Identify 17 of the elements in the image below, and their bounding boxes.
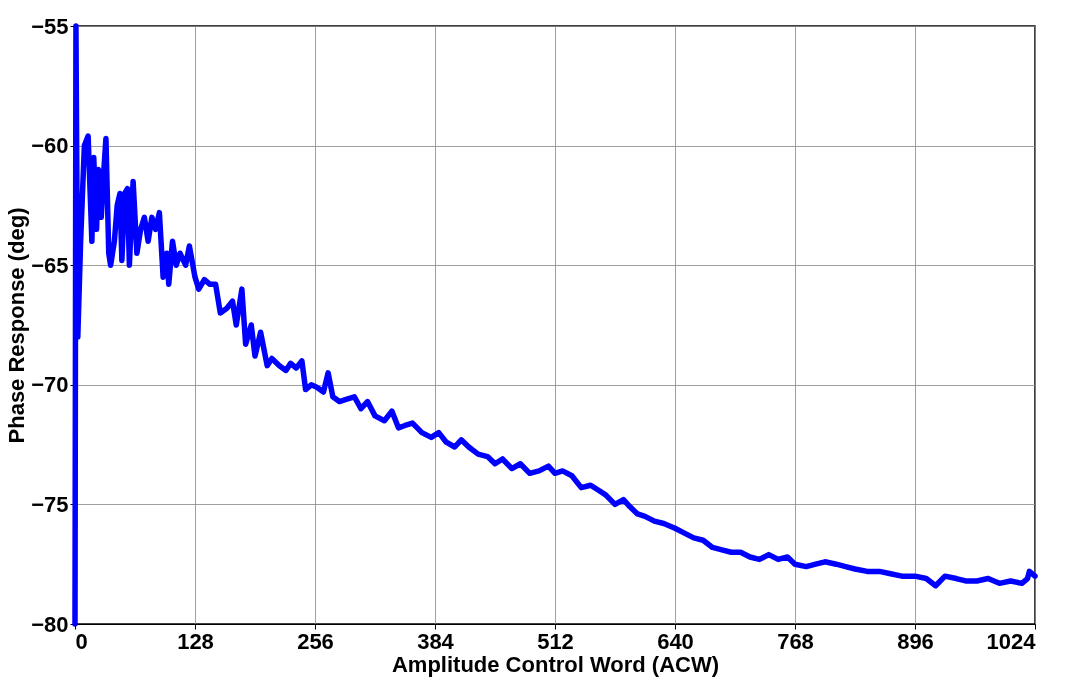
x-tick-label: 1024 <box>986 628 1037 654</box>
x-tick-label: 256 <box>297 628 334 654</box>
y-tick-label: −65 <box>31 252 69 278</box>
y-tick-label: −55 <box>31 13 69 39</box>
x-tick-label: 128 <box>177 628 214 654</box>
y-tick-label: −60 <box>31 133 69 159</box>
y-axis-title: Phase Response (deg) <box>4 207 30 444</box>
x-tick-label: 512 <box>537 628 574 654</box>
x-tick-label: 384 <box>417 628 455 654</box>
x-tick-label: 640 <box>657 628 694 654</box>
y-tick-label: −70 <box>31 372 69 398</box>
y-tick-label: −80 <box>31 611 69 637</box>
x-tick-label: 0 <box>75 628 88 654</box>
y-tick-label: −75 <box>31 491 69 517</box>
x-tick-label: 768 <box>777 628 814 654</box>
x-tick-label: 896 <box>897 628 934 654</box>
x-axis-title: Amplitude Control Word (ACW) <box>391 651 720 677</box>
